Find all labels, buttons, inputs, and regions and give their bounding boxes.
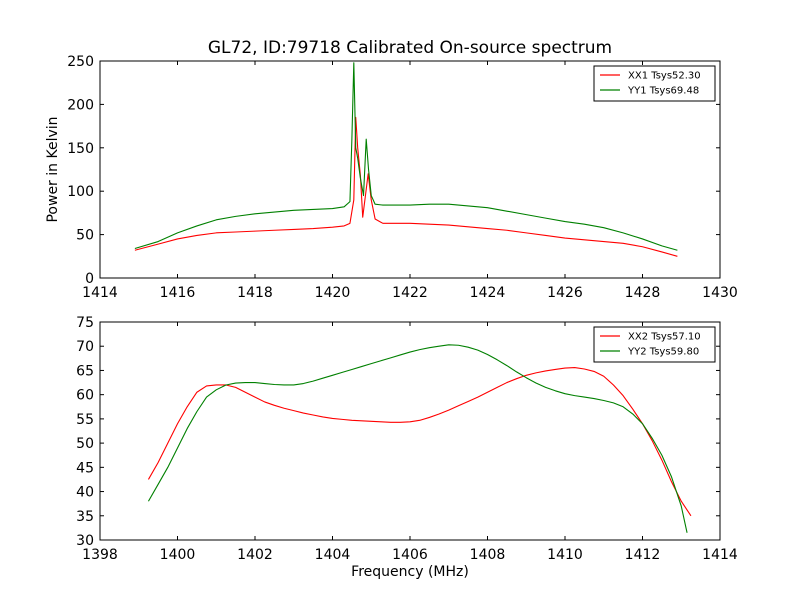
x-tick-label: 1420 [315,285,351,301]
x-tick-label: 1418 [237,285,273,301]
y-tick-label: 70 [76,339,94,355]
y-tick-label: 60 [76,388,94,404]
y-tick-label: 65 [76,363,94,379]
bottom-panel: 1398 1400 1402 1404 1406 1408 1410 1412 1414 30 35… [76,315,738,580]
y-tick-label: 30 [76,533,94,549]
legend: XX2 Tsys57.10 YY2 Tsys59.80 [593,326,716,363]
chart-title: GL72, ID:79718 Calibrated On-source spec… [208,38,612,58]
top-panel: 1414 1416 1418 1420 1422 1424 1426 1428 1430 0 50 1… [45,54,738,301]
x-tick-label: 1406 [392,547,428,563]
x-tick-label: 1428 [625,285,661,301]
y-tick-label: 0 [85,271,94,287]
y-tick-label: 35 [76,509,94,525]
y-tick-label: 40 [76,485,94,501]
series-line-xx [147,366,692,517]
x-tick-label: 1402 [237,547,273,563]
series-line-xx [134,116,678,257]
y-tick-label: 55 [76,412,94,428]
x-tick-label: 1426 [547,285,583,301]
y-tick-label: 50 [76,228,94,244]
y-tick-label: 200 [67,97,94,113]
series-line-yy [147,344,688,533]
series-line-yy [134,62,678,251]
x-tick-label: 1422 [392,285,428,301]
y-tick-label: 75 [76,315,94,331]
legend-box [593,326,716,363]
x-tick-label: 1400 [160,547,196,563]
legend-box [593,65,716,102]
x-tick-label: 1424 [470,285,506,301]
legend-entry: XX1 Tsys52.30 [628,71,701,82]
x-tick-label: 1414 [82,285,118,301]
x-tick-label: 1404 [315,547,351,563]
x-tick-label: 1430 [702,285,738,301]
x-tick-label: 1398 [82,547,118,563]
x-axis-label: Frequency (MHz) [351,564,469,580]
legend-entry: YY1 Tsys69.48 [627,86,699,97]
legend-entry: XX2 Tsys57.10 [628,332,701,343]
x-tick-label: 1412 [625,547,661,563]
y-tick-label: 250 [67,54,94,70]
x-tick-label: 1408 [470,547,506,563]
x-tick-label: 1410 [547,547,583,563]
legend-entry: YY2 Tsys59.80 [627,347,699,358]
y-tick-label: 150 [67,141,94,157]
y-tick-label: 100 [67,184,94,200]
x-tick-label: 1414 [702,547,738,563]
y-tick-label: 45 [76,460,94,476]
x-tick-label: 1416 [160,285,196,301]
y-tick-label: 50 [76,436,94,452]
y-axis-label: Power in Kelvin [45,116,61,222]
legend: XX1 Tsys52.30 YY1 Tsys69.48 [593,65,716,102]
